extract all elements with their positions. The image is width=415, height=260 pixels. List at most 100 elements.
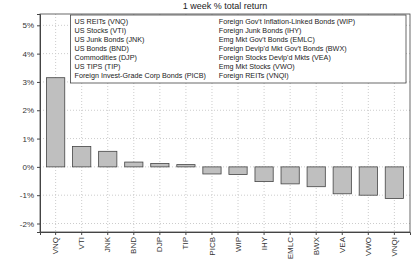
chart: -2% -1% 0% 1% 2% 3% 4% 5% VNQ VTI JNK BND DJP TIP PICB… [0, 0, 415, 260]
tick: PICB [208, 232, 217, 256]
axis-line [37, 15, 41, 233]
tick-label: 2% [22, 106, 34, 115]
bar [385, 167, 403, 199]
tick-label: 4% [22, 50, 34, 59]
tick: 1% [22, 135, 40, 144]
grid-line [40, 110, 410, 111]
bar [333, 167, 351, 194]
tick-mark [37, 195, 40, 196]
tick: BWX [312, 232, 321, 255]
x-axis: VNQ VTI JNK BND DJP TIP PICB WIP IHY EMLC BWX VEA VW… [41, 232, 411, 259]
tick-mark [37, 110, 40, 111]
tick-label: TIP [181, 237, 190, 249]
tick-label: -2% [20, 220, 34, 229]
grid [40, 14, 410, 232]
tick-label: VNQI [390, 237, 399, 257]
legend: US REITs (VNQ)US Stocks (VTI)US Junk Bon… [71, 15, 406, 83]
tick: VEA [338, 232, 347, 253]
tick-mark [211, 232, 212, 235]
bar [73, 146, 91, 166]
tick-mark [394, 232, 395, 235]
bar [255, 167, 273, 182]
tick-mark [37, 54, 40, 55]
bar [177, 165, 195, 167]
tick-label: VEA [338, 236, 347, 253]
tick: VNQ [51, 232, 60, 254]
tick-label: JNK [103, 236, 112, 252]
bars [47, 78, 404, 199]
title: 1 week % total return [183, 1, 268, 11]
tick: -1% [20, 191, 40, 200]
tick-mark [37, 224, 40, 225]
tick-label: 3% [22, 78, 34, 87]
tick-mark [342, 232, 343, 235]
bar [47, 78, 65, 167]
legend-box [71, 15, 406, 83]
legend-text: Foreign Stocks Devlp'd Mkts (VEA) [219, 53, 331, 62]
bar [229, 167, 247, 175]
legend-text: Foreign Gov't Inflation-Linked Bonds (WI… [219, 17, 355, 26]
tick: DJP [155, 232, 164, 252]
bar [203, 167, 221, 174]
tick: EMLC [286, 232, 295, 259]
tick: VWO [364, 232, 373, 256]
bar [99, 151, 117, 167]
bar [307, 167, 325, 187]
tick: 2% [22, 106, 40, 115]
legend-text: US Stocks (VTI) [75, 26, 127, 35]
bar [359, 167, 377, 195]
tick: 0% [22, 163, 40, 172]
tick: -2% [20, 220, 40, 229]
tick: VNQI [390, 232, 399, 257]
bar [151, 163, 169, 166]
bar [281, 167, 299, 184]
legend-text: Foreign Devlp'd Mkt Gov't Bonds (BWX) [219, 44, 347, 53]
legend-text: Foreign REITs (VNQI) [219, 71, 289, 80]
tick-label: 1% [22, 135, 34, 144]
legend-text: Foreign Invest-Grade Corp Bonds (PICB) [75, 71, 206, 80]
grid-line [40, 166, 410, 167]
legend-text: Emg Mkt Stocks (VWO) [219, 62, 295, 71]
grid-line [40, 223, 410, 224]
grid-line [40, 195, 410, 196]
frame [40, 14, 410, 232]
tick: IHY [260, 232, 269, 250]
grid-line [40, 138, 410, 139]
tick-mark [185, 232, 186, 235]
tick-mark [37, 139, 40, 140]
y-axis: -2% -1% 0% 1% 2% 3% 4% 5% [20, 15, 41, 233]
tick-label: WIP [234, 237, 243, 252]
tick-mark [290, 232, 291, 235]
legend-text: Foreign Junk Bonds (IHY) [219, 26, 302, 35]
tick-label: 5% [22, 21, 34, 30]
tick-mark [316, 232, 317, 235]
tick-label: IHY [260, 236, 269, 250]
tick-mark [264, 232, 265, 235]
tick-mark [159, 232, 160, 235]
tick-mark [107, 232, 108, 235]
tick: JNK [103, 232, 112, 252]
tick: BND [129, 232, 138, 254]
tick-mark [81, 232, 82, 235]
tick-label: EMLC [286, 237, 295, 259]
legend-text: US TIPS (TIP) [75, 62, 121, 71]
tick-mark [55, 232, 56, 235]
tick: 4% [22, 50, 40, 59]
legend-text: Emg Mkt Gov't Bonds (EMLC) [219, 35, 315, 44]
tick-mark [133, 232, 134, 235]
tick-label: -1% [20, 191, 34, 200]
axis-line [41, 233, 411, 236]
tick-label: VTI [77, 237, 86, 249]
tick-label: PICB [208, 237, 217, 256]
legend-text: US Bonds (BND) [75, 44, 129, 53]
plot: -2% -1% 0% 1% 2% 3% 4% 5% VNQ VTI JNK BND DJP TIP PICB… [20, 14, 411, 259]
tick-label: VWO [364, 237, 373, 256]
tick: VTI [77, 232, 86, 249]
tick: TIP [181, 232, 190, 249]
tick-label: VNQ [51, 237, 60, 254]
tick-mark [37, 25, 40, 26]
tick-mark [368, 232, 369, 235]
tick: WIP [234, 232, 243, 252]
legend-text: Commodities (DJP) [75, 53, 137, 62]
bar [125, 162, 143, 167]
